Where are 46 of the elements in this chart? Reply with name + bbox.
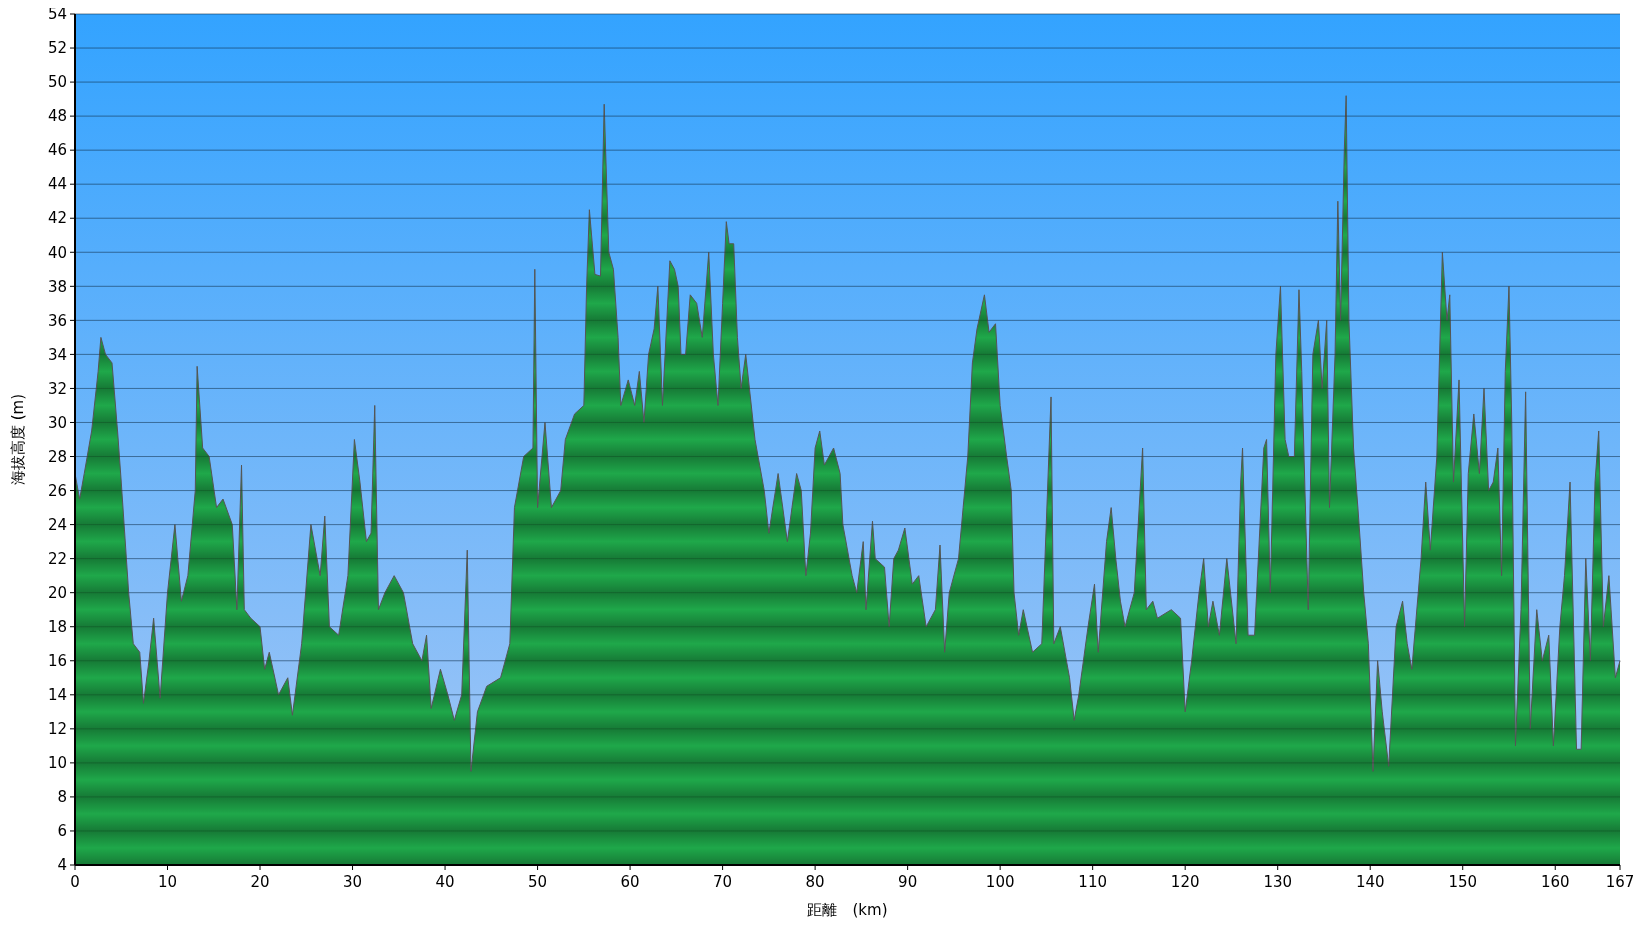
x-tick-label: 130 — [1263, 873, 1293, 891]
x-tick-label: 140 — [1355, 873, 1385, 891]
x-tick-label: 167 — [1605, 873, 1635, 891]
x-tick-label: 160 — [1540, 873, 1570, 891]
y-tick-label: 14 — [47, 686, 67, 705]
y-tick-label: 44 — [47, 175, 67, 194]
y-tick-label: 6 — [57, 822, 67, 841]
y-tick-label: 4 — [57, 856, 67, 875]
y-tick-label: 42 — [47, 209, 67, 228]
x-tick-label: 120 — [1170, 873, 1200, 891]
y-tick-label: 10 — [47, 754, 67, 773]
y-tick-label: 20 — [47, 583, 67, 602]
x-tick-label: 80 — [805, 873, 825, 891]
y-tick-label: 24 — [47, 515, 67, 534]
x-tick-label: 150 — [1448, 873, 1478, 891]
x-tick-label: 110 — [1078, 873, 1107, 891]
y-tick-label: 34 — [47, 345, 67, 364]
y-tick-label: 46 — [47, 141, 67, 160]
y-tick-label: 52 — [47, 39, 67, 58]
x-tick-label: 60 — [620, 873, 640, 891]
x-tick-label: 50 — [528, 873, 548, 891]
x-tick-label: 40 — [435, 873, 455, 891]
y-tick-label: 26 — [47, 481, 67, 500]
y-tick-label: 12 — [47, 720, 67, 739]
y-tick-label: 54 — [47, 5, 67, 24]
x-tick-label: 20 — [250, 873, 270, 891]
x-axis-title: 距離 (km) — [807, 901, 888, 919]
y-tick-label: 32 — [47, 379, 67, 398]
y-tick-label: 30 — [47, 413, 67, 432]
y-tick-label: 48 — [47, 107, 67, 126]
x-tick-label: 0 — [70, 873, 80, 891]
x-tick-label: 90 — [898, 873, 918, 891]
y-tick-label: 8 — [57, 788, 67, 807]
x-tick-label: 100 — [985, 873, 1015, 891]
y-tick-label: 22 — [47, 549, 67, 568]
y-tick-label: 38 — [47, 277, 67, 296]
y-tick-label: 40 — [47, 243, 67, 262]
y-tick-label: 16 — [47, 652, 67, 671]
y-tick-label: 28 — [47, 447, 67, 466]
y-tick-label: 18 — [47, 617, 67, 636]
y-axis-title: 海拔高度 (m) — [9, 393, 27, 486]
x-tick-label: 30 — [343, 873, 363, 891]
x-tick-label: 70 — [713, 873, 733, 891]
y-tick-label: 36 — [47, 311, 67, 330]
x-tick-label: 10 — [157, 873, 178, 891]
y-tick-label: 50 — [47, 73, 67, 92]
